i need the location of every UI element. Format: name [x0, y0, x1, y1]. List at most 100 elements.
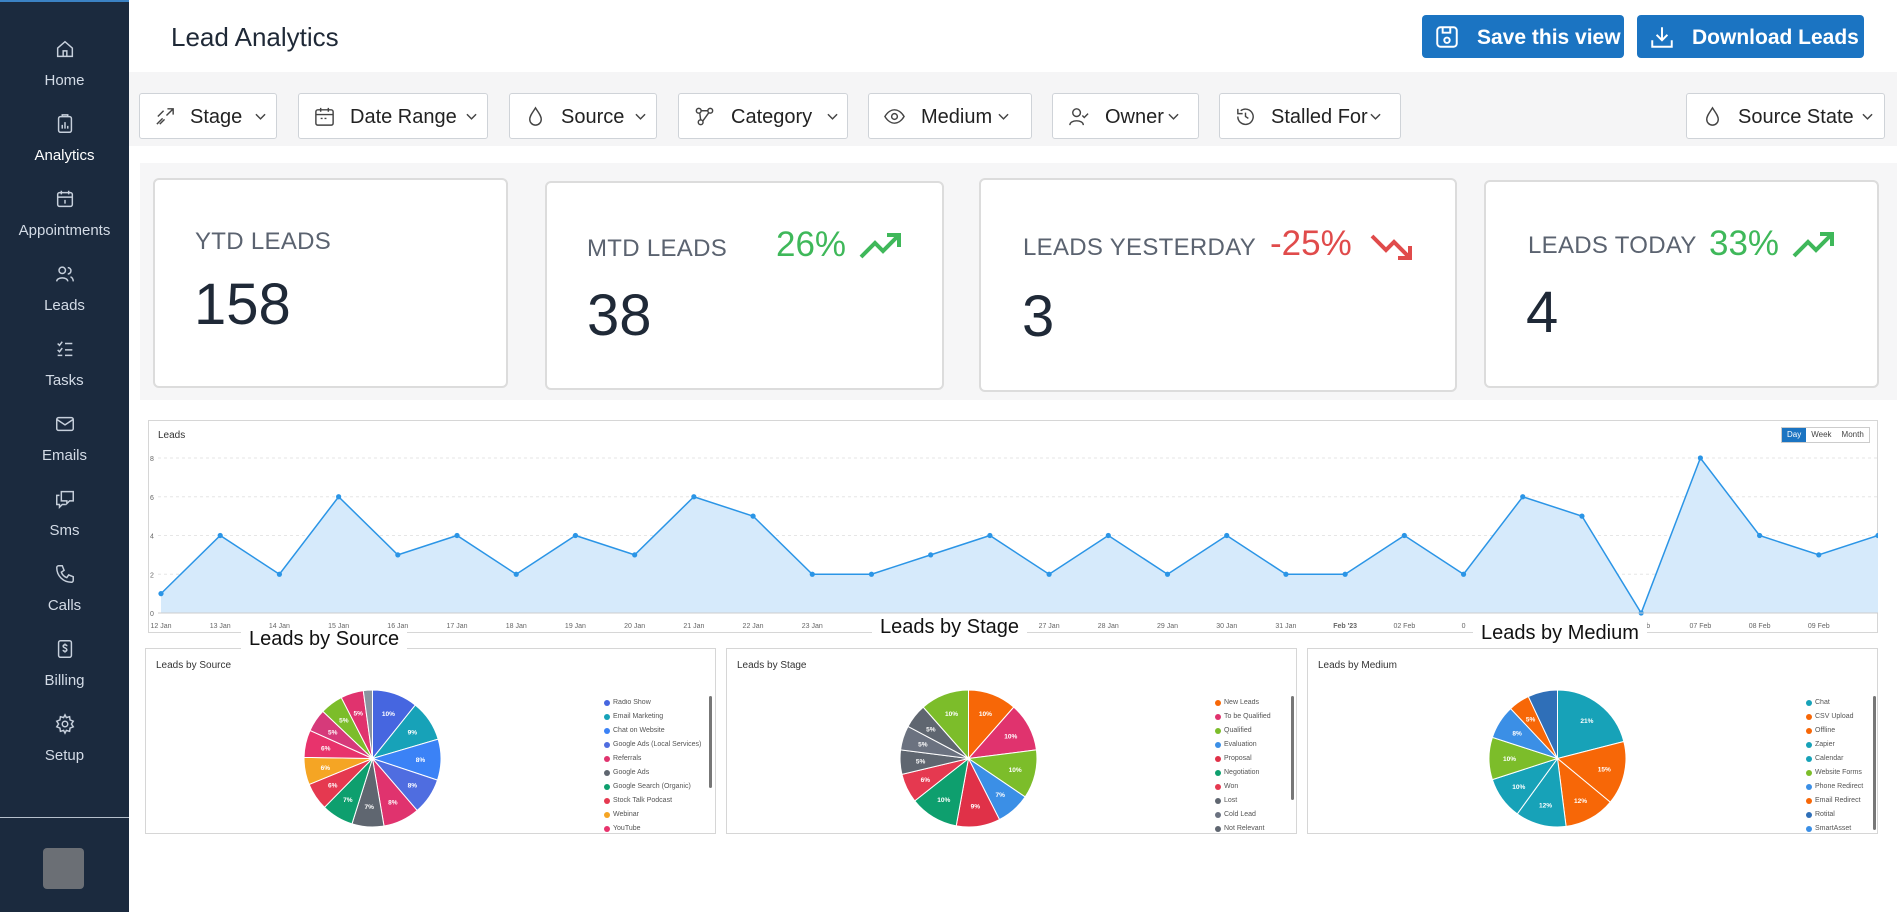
- data-point: [809, 571, 815, 577]
- sidebar-item-setup[interactable]: Setup: [0, 713, 129, 783]
- legend-label: Calendar: [1815, 755, 1844, 762]
- sidebar-item-label: Setup: [44, 747, 85, 764]
- legend-swatch: [1215, 700, 1221, 706]
- download-icon: [1651, 27, 1673, 48]
- data-point: [1401, 532, 1407, 539]
- data-point: [1283, 571, 1289, 577]
- slice-label: 12%: [1539, 802, 1552, 809]
- avatar[interactable]: [43, 848, 84, 889]
- chevron-down-icon: [1370, 113, 1381, 120]
- slice-label: 8%: [1512, 730, 1522, 737]
- filter-category[interactable]: Category: [678, 93, 848, 139]
- slice-label: 5%: [918, 742, 928, 749]
- pie-slice: [362, 689, 374, 759]
- filter-label: Stalled For: [1271, 106, 1368, 128]
- legend-swatch: [1806, 742, 1812, 748]
- sidebar-item-appointments[interactable]: Appointments: [0, 188, 129, 258]
- legend-swatch: [1806, 784, 1812, 790]
- drop-icon: [529, 106, 542, 126]
- x-tick-label: 22 Jan: [743, 623, 764, 630]
- pie-slice: [922, 689, 970, 760]
- range-week-button[interactable]: Week: [1806, 428, 1837, 442]
- trend-down-icon: [1370, 234, 1412, 260]
- legend-label: Stock Talk Podcast: [613, 797, 673, 804]
- filter-source[interactable]: Source: [509, 93, 657, 139]
- data-point: [1105, 532, 1111, 539]
- legend-label: CSV Upload: [1815, 713, 1854, 720]
- legend-swatch: [1215, 742, 1221, 748]
- scrollbar[interactable]: [1873, 696, 1876, 830]
- stage-pie-chart: 10% 10% 10% 7% 9% 10% 6% 5% 5% 5% 10%: [899, 689, 1038, 828]
- x-tick-label: 0: [1462, 623, 1466, 630]
- legend-label: Zapier: [1815, 741, 1835, 748]
- data-point: [158, 591, 164, 597]
- sidebar-item-billing[interactable]: Billing: [0, 638, 129, 708]
- y-tick-label: 2: [150, 572, 154, 579]
- analytics-icon: [57, 114, 73, 133]
- category-icon: [695, 107, 714, 126]
- slice-label: 9%: [971, 803, 981, 810]
- stat-card-today: LEADS TODAY 33% 4: [1484, 180, 1879, 388]
- legend-swatch: [1215, 812, 1221, 818]
- scrollbar[interactable]: [1291, 696, 1294, 800]
- slice-label: 7%: [343, 797, 353, 804]
- slice-label: 10%: [945, 711, 958, 718]
- mail-icon: [56, 416, 74, 432]
- sidebar-item-emails[interactable]: Emails: [0, 413, 129, 483]
- phone-icon: [56, 565, 74, 583]
- legend-swatch: [1215, 798, 1221, 804]
- stat-value: 38: [587, 283, 652, 348]
- filter-date-range[interactable]: Date Range: [298, 93, 488, 139]
- sidebar-item-label: Leads: [44, 297, 85, 314]
- filter-owner[interactable]: Owner: [1052, 93, 1199, 139]
- legend-swatch: [1806, 714, 1812, 720]
- y-tick-label: 8: [150, 456, 154, 463]
- slice-label: 8%: [416, 757, 426, 764]
- x-tick-label: 29 Jan: [1157, 623, 1178, 630]
- sidebar-item-label: Sms: [49, 522, 80, 539]
- chevron-down-icon: [466, 113, 477, 120]
- range-day-button[interactable]: Day: [1782, 428, 1807, 442]
- range-month-button[interactable]: Month: [1836, 428, 1869, 442]
- page-title: Lead Analytics: [171, 22, 339, 52]
- legend-swatch: [1215, 714, 1221, 720]
- save-view-button[interactable]: Save this view: [1422, 15, 1624, 58]
- leads-line-chart: 0 2 4 6 8 12 Jan 13 Jan 14 Jan 15 Jan 16 Jan 17 Ja…: [150, 455, 1878, 630]
- legend-swatch: [604, 714, 610, 720]
- slice-label: 10%: [1503, 756, 1516, 763]
- filter-label: Medium: [921, 106, 993, 128]
- sidebar-item-analytics[interactable]: Analytics: [0, 113, 129, 183]
- sidebar-item-home[interactable]: Home: [0, 38, 129, 108]
- filter-stage[interactable]: Stage: [139, 93, 277, 139]
- legend-swatch: [1806, 798, 1812, 804]
- legend-label: Email Redirect: [1815, 797, 1861, 804]
- drop-icon: [1706, 106, 1719, 126]
- filter-label: Stage: [190, 106, 243, 128]
- legend-label: Referrals: [613, 755, 642, 762]
- sidebar-item-leads[interactable]: Leads: [0, 263, 129, 333]
- legend-swatch: [604, 700, 610, 706]
- stage-icon: [156, 108, 174, 125]
- slice-label: 10%: [382, 711, 395, 718]
- data-point: [1460, 571, 1467, 577]
- legend-label: Won: [1224, 783, 1239, 790]
- sidebar-item-sms[interactable]: Sms: [0, 488, 129, 558]
- scrollbar[interactable]: [709, 696, 712, 788]
- slice-label: 5%: [353, 710, 363, 717]
- trend-up-icon: [1792, 232, 1834, 258]
- x-tick-label: 27 Jan: [1039, 623, 1060, 630]
- slice-label: 10%: [1004, 734, 1017, 741]
- range-toggle: Day Week Month: [1781, 427, 1870, 443]
- sidebar-item-calls[interactable]: Calls: [0, 563, 129, 633]
- download-leads-button[interactable]: Download Leads: [1637, 15, 1864, 58]
- data-point: [336, 494, 342, 500]
- sidebar-item-tasks[interactable]: Tasks: [0, 338, 129, 408]
- sidebar-item-label: Calls: [47, 597, 82, 614]
- filter-stalled-for[interactable]: Stalled For: [1219, 93, 1401, 139]
- filter-source-state[interactable]: Source State: [1686, 93, 1885, 139]
- legend-swatch: [604, 742, 610, 748]
- slice-label: 10%: [937, 797, 950, 804]
- filter-medium[interactable]: Medium: [868, 93, 1032, 139]
- legend-label: Not Relevant: [1224, 825, 1265, 832]
- filter-label: Source: [561, 106, 625, 128]
